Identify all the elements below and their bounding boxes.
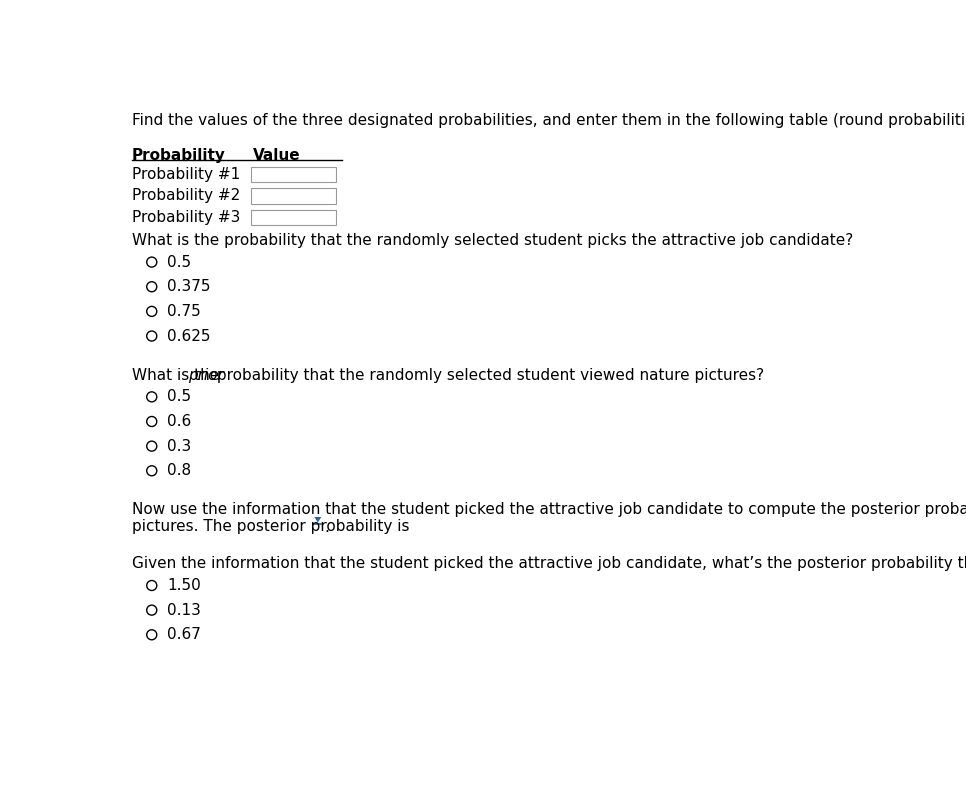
Text: 0.75: 0.75 [167,304,201,319]
Text: 1.50: 1.50 [167,578,201,593]
Text: Probability #2: Probability #2 [131,188,240,204]
Text: What is the: What is the [131,367,224,383]
Text: prior: prior [188,367,224,383]
Text: Value: Value [252,148,300,163]
Text: Probability: Probability [131,148,225,163]
FancyBboxPatch shape [251,210,336,225]
Text: 0.67: 0.67 [167,627,201,642]
Text: Probability #1: Probability #1 [131,167,240,182]
Text: Given the information that the student picked the attractive job candidate, what: Given the information that the student p… [131,556,966,571]
FancyBboxPatch shape [251,188,336,204]
Text: .: . [325,520,329,535]
Text: 0.5: 0.5 [167,389,191,405]
Text: pictures. The posterior probability is: pictures. The posterior probability is [131,519,409,534]
Text: Find the values of the three designated probabilities, and enter them in the fol: Find the values of the three designated … [131,114,966,128]
FancyBboxPatch shape [251,166,336,182]
Text: 0.8: 0.8 [167,463,191,478]
Text: 0.375: 0.375 [167,279,211,294]
Text: 0.13: 0.13 [167,603,201,618]
Text: Now use the information that the student picked the attractive job candidate to : Now use the information that the student… [131,502,966,517]
Text: What is the probability that the randomly selected student picks the attractive : What is the probability that the randoml… [131,233,853,248]
Text: 0.5: 0.5 [167,255,191,269]
Text: probability that the randomly selected student viewed nature pictures?: probability that the randomly selected s… [212,367,764,383]
Text: Probability #3: Probability #3 [131,210,240,225]
Polygon shape [314,517,322,522]
Text: 0.625: 0.625 [167,328,211,344]
Text: 0.3: 0.3 [167,439,191,453]
Text: 0.6: 0.6 [167,414,191,429]
